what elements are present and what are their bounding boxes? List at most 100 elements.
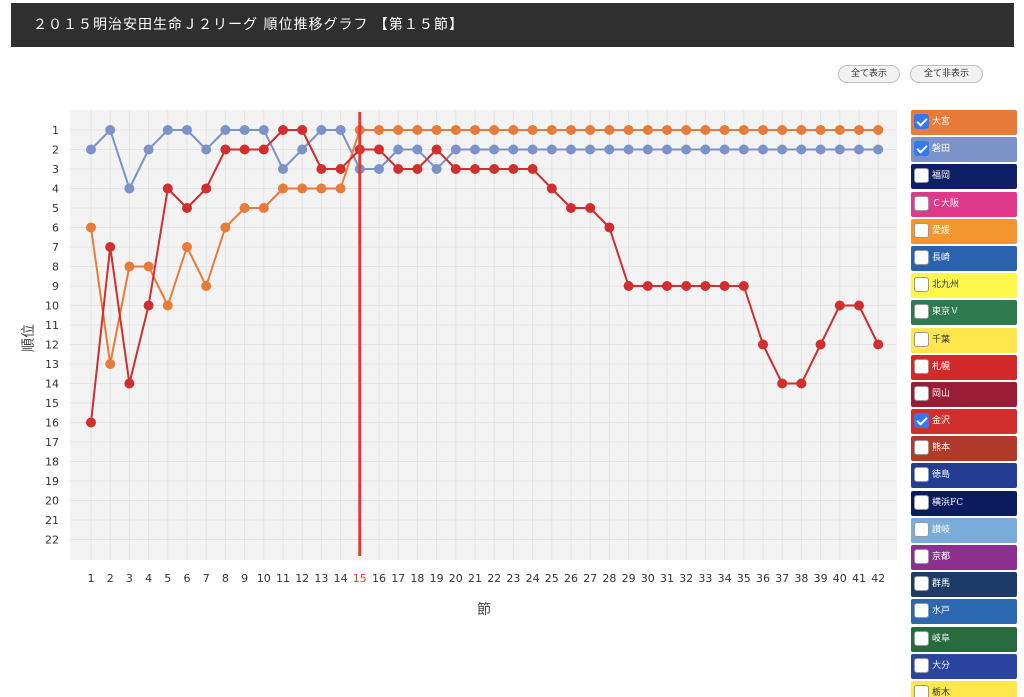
data-point-1 bbox=[815, 125, 826, 135]
team-checkbox[interactable] bbox=[914, 168, 929, 184]
team-checkbox[interactable] bbox=[914, 549, 929, 564]
data-point-2 bbox=[508, 164, 519, 174]
data-point-1 bbox=[239, 203, 250, 213]
team-checkbox[interactable] bbox=[914, 304, 929, 320]
data-point-2 bbox=[239, 144, 250, 155]
team-checkbox[interactable] bbox=[914, 331, 929, 347]
x-tick-label: 18 bbox=[410, 572, 424, 585]
data-point-1 bbox=[278, 183, 288, 194]
team-checkbox[interactable] bbox=[914, 195, 929, 211]
y-tick-label: 1 bbox=[52, 124, 59, 137]
data-point-1 bbox=[220, 222, 231, 233]
legend-team-21[interactable]: 栃木 bbox=[911, 680, 1017, 697]
legend-team-10[interactable]: 岡山 bbox=[911, 381, 1017, 407]
data-point-1 bbox=[719, 125, 730, 135]
legend-team-14[interactable]: 横浜FC bbox=[911, 490, 1017, 516]
team-checkbox[interactable] bbox=[914, 114, 929, 129]
data-point-1 bbox=[604, 125, 615, 135]
data-point-0 bbox=[278, 164, 288, 174]
legend-team-0[interactable]: 大宮 bbox=[911, 110, 1017, 135]
team-checkbox[interactable] bbox=[914, 413, 929, 429]
hide-all-button[interactable]: 全て非表示 bbox=[910, 65, 983, 83]
show-all-button[interactable]: 全て表示 bbox=[838, 65, 900, 83]
team-checkbox[interactable] bbox=[914, 521, 929, 537]
legend-team-9[interactable]: 札幌 bbox=[911, 354, 1017, 380]
team-checkbox[interactable] bbox=[914, 630, 929, 646]
legend-team-11[interactable]: 金沢 bbox=[911, 409, 1017, 435]
team-checkbox[interactable] bbox=[914, 494, 929, 510]
x-tick-label: 21 bbox=[468, 572, 482, 585]
x-tick-label: 36 bbox=[756, 572, 770, 585]
legend-team-6[interactable]: 北九州 bbox=[911, 273, 1017, 299]
team-checkbox[interactable] bbox=[914, 440, 929, 456]
team-label: Ｃ大阪 bbox=[932, 198, 960, 209]
team-checkbox[interactable] bbox=[914, 576, 929, 592]
team-checkbox[interactable] bbox=[914, 684, 929, 697]
data-point-0 bbox=[527, 144, 538, 155]
data-point-2 bbox=[412, 164, 423, 174]
x-tick-label: 20 bbox=[449, 572, 463, 585]
team-checkbox[interactable] bbox=[914, 467, 929, 483]
y-tick-label: 17 bbox=[45, 436, 59, 449]
data-point-2 bbox=[662, 281, 672, 291]
team-checkbox[interactable] bbox=[914, 141, 929, 157]
x-tick-label: 32 bbox=[679, 572, 693, 585]
data-point-0 bbox=[374, 164, 384, 174]
legend-team-16[interactable]: 京都 bbox=[911, 545, 1017, 570]
x-tick-label: 22 bbox=[487, 572, 501, 585]
y-tick-label: 22 bbox=[45, 534, 59, 547]
legend-team-17[interactable]: 群馬 bbox=[911, 572, 1017, 598]
data-point-0 bbox=[508, 144, 519, 155]
legend-team-19[interactable]: 岐阜 bbox=[911, 626, 1017, 652]
team-label: 北九州 bbox=[932, 280, 960, 291]
data-point-1 bbox=[662, 125, 672, 135]
y-tick-label: 21 bbox=[45, 514, 59, 527]
data-point-0 bbox=[700, 144, 711, 155]
team-checkbox[interactable] bbox=[914, 222, 929, 238]
data-point-0 bbox=[662, 144, 672, 155]
legend-team-3[interactable]: Ｃ大阪 bbox=[911, 191, 1017, 217]
legend-team-18[interactable]: 水戸 bbox=[911, 599, 1017, 625]
data-point-0 bbox=[815, 144, 826, 155]
data-point-0 bbox=[393, 144, 404, 155]
team-checkbox[interactable] bbox=[914, 249, 929, 265]
data-point-1 bbox=[450, 125, 461, 135]
team-checkbox[interactable] bbox=[914, 603, 929, 619]
legend-team-12[interactable]: 熊本 bbox=[911, 436, 1017, 462]
legend-team-13[interactable]: 徳島 bbox=[911, 463, 1017, 489]
series-line-2 bbox=[90, 129, 880, 423]
data-point-0 bbox=[182, 125, 192, 135]
data-point-2 bbox=[220, 144, 231, 155]
team-label: 岐阜 bbox=[932, 633, 951, 644]
legend-team-4[interactable]: 愛媛 bbox=[911, 218, 1017, 244]
data-point-2 bbox=[758, 339, 768, 350]
team-checkbox[interactable] bbox=[914, 385, 929, 401]
team-label: 栃木 bbox=[932, 687, 951, 697]
x-tick-label: 12 bbox=[295, 572, 309, 585]
team-checkbox[interactable] bbox=[914, 657, 929, 673]
legend-team-2[interactable]: 福岡 bbox=[911, 164, 1017, 190]
x-axis-title: 節 bbox=[477, 601, 491, 618]
legend-team-15[interactable]: 讃岐 bbox=[911, 517, 1017, 543]
team-label: 大分 bbox=[932, 660, 951, 671]
data-point-0 bbox=[585, 144, 596, 155]
legend-team-8[interactable]: 千葉 bbox=[911, 327, 1017, 353]
data-point-1 bbox=[777, 125, 788, 135]
legend-team-5[interactable]: 長崎 bbox=[911, 245, 1017, 271]
y-tick-label: 11 bbox=[45, 319, 59, 332]
x-tick-label: 25 bbox=[545, 572, 559, 585]
legend-team-7[interactable]: 東京Ｖ bbox=[911, 300, 1017, 326]
team-checkbox[interactable] bbox=[914, 358, 929, 374]
data-point-1 bbox=[393, 125, 404, 135]
data-point-2 bbox=[297, 125, 308, 135]
data-point-2 bbox=[278, 125, 288, 135]
data-point-2 bbox=[86, 417, 96, 428]
legend-team-1[interactable]: 磐田 bbox=[911, 137, 1017, 163]
data-point-0 bbox=[105, 125, 116, 135]
x-tick-label: 42 bbox=[871, 572, 885, 585]
legend-team-20[interactable]: 大分 bbox=[911, 653, 1017, 679]
team-checkbox[interactable] bbox=[914, 277, 929, 293]
x-tick-label: 26 bbox=[564, 572, 578, 585]
data-point-0 bbox=[546, 144, 557, 155]
x-tick-label: 11 bbox=[276, 572, 290, 585]
